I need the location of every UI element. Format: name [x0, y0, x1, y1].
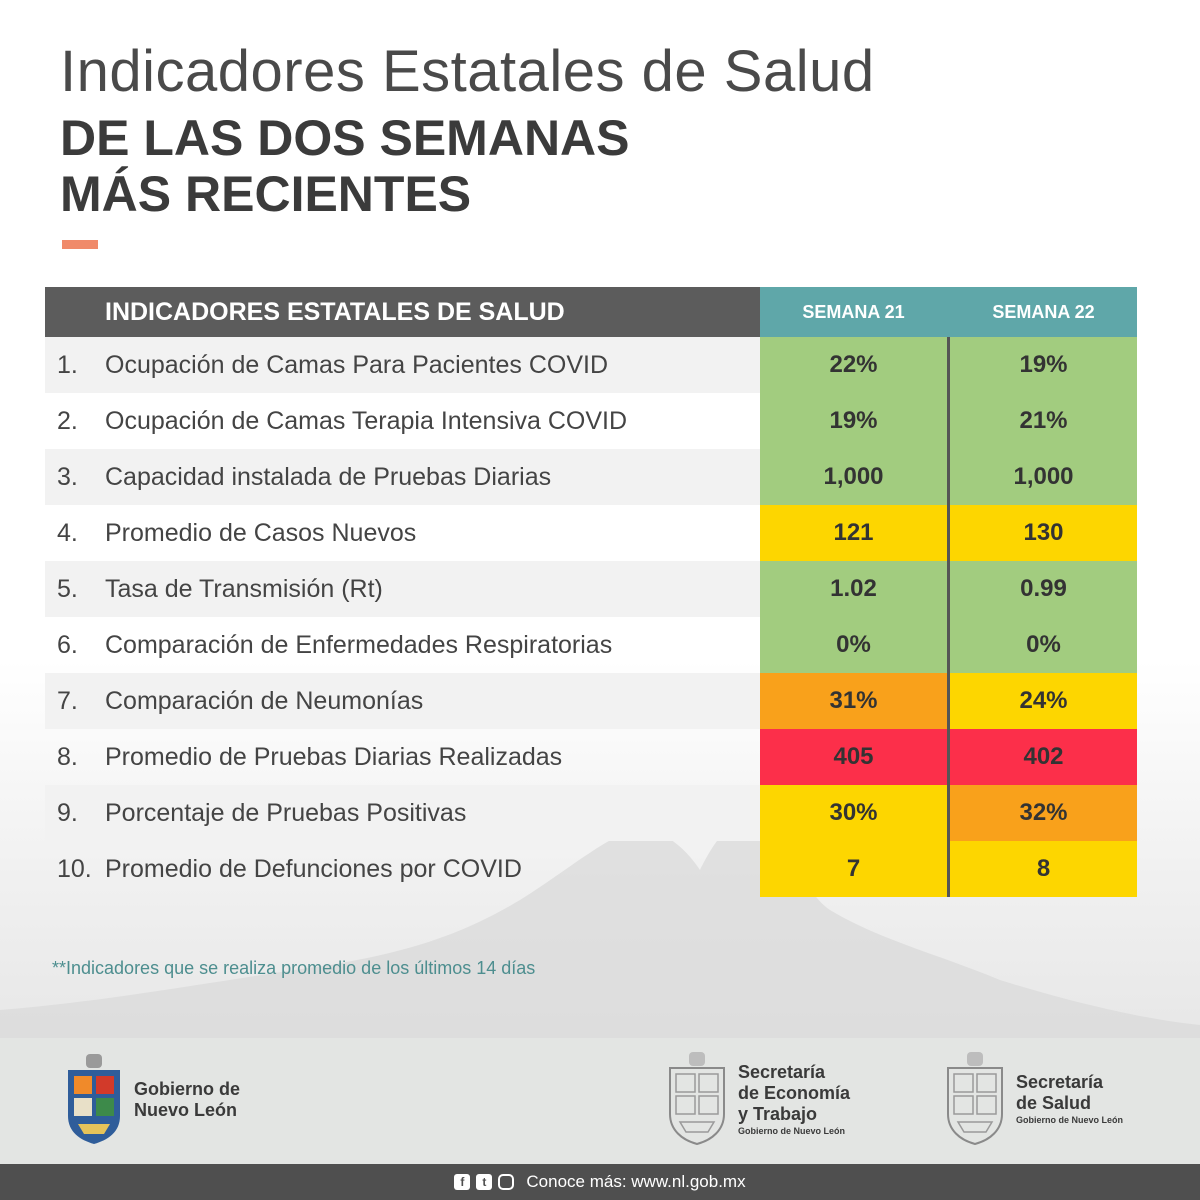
week-21-value: 30% — [760, 785, 947, 841]
table-body: 1. Ocupación de Camas Para Pacientes COVI… — [45, 337, 1137, 897]
subtitle-line-1: DE LAS DOS SEMANAS — [60, 110, 630, 166]
table-header: INDICADORES ESTATALES DE SALUD SEMANA 21… — [45, 287, 1137, 337]
table-row: 6. Comparación de Enfermedades Respirator… — [45, 617, 1137, 673]
row-number: 2. — [57, 406, 78, 435]
table-row: 4. Promedio de Casos Nuevos 121 130 — [45, 505, 1137, 561]
row-number: 10. — [57, 854, 92, 883]
coat-of-arms-icon — [68, 1054, 120, 1144]
page-title: Indicadores Estatales de Salud — [60, 39, 875, 104]
instagram-icon[interactable] — [498, 1174, 515, 1190]
week-21-value: 19% — [760, 393, 947, 449]
week-22-value: 8 — [950, 841, 1137, 897]
row-label: Promedio de Casos Nuevos — [105, 518, 417, 547]
row-number: 4. — [57, 518, 78, 547]
column-separator — [947, 449, 950, 505]
row-label: Tasa de Transmisión (Rt) — [105, 561, 760, 617]
row-number: 5. — [45, 561, 105, 617]
header-week-21: SEMANA 21 — [760, 287, 947, 337]
gob-line-1: Gobierno de — [134, 1079, 241, 1099]
eco-line-1: Secretaría — [738, 1061, 826, 1082]
week-21-value: 0% — [760, 617, 947, 673]
column-separator — [947, 841, 950, 897]
table-row: 3. Capacidad instalada de Pruebas Diarias… — [45, 449, 1137, 505]
column-separator — [947, 287, 950, 337]
table-row: 10. Promedio de Defunciones por COVID 7 8 — [45, 841, 1137, 897]
row-number: 1. — [45, 337, 105, 393]
logo-gobierno-nuevo-leon: Gobierno de Nuevo León — [64, 1054, 240, 1146]
salud-line-1: Secretaría — [1016, 1072, 1104, 1092]
logo-secretaria-economia: Secretaría de Economía y Trabajo Gobiern… — [666, 1052, 850, 1146]
row-number: 3. — [45, 449, 105, 505]
indicators-table: INDICADORES ESTATALES DE SALUD SEMANA 21… — [45, 287, 1137, 897]
week-22-value: 24% — [950, 673, 1137, 729]
table-row: 1. Ocupación de Camas Para Pacientes COVI… — [45, 337, 1137, 393]
row-label: Promedio de Pruebas Diarias Realizadas — [105, 742, 563, 771]
twitter-icon[interactable]: t — [476, 1174, 493, 1190]
row-label: Ocupación de Camas Terapia Intensiva COV… — [105, 406, 628, 435]
row-label: Comparación de Neumonías — [105, 673, 760, 729]
row-label: Promedio de Defunciones por COVID — [105, 854, 522, 883]
week-21-value: 31% — [760, 673, 947, 729]
logo-band: Gobierno de Nuevo León Secretaría de Eco… — [0, 1038, 1200, 1164]
column-separator — [947, 505, 950, 561]
crest-icon — [669, 1052, 725, 1146]
column-separator — [947, 337, 950, 393]
week-21-value: 7 — [760, 841, 947, 897]
week-21-value: 1.02 — [760, 561, 947, 617]
week-22-value: 0.99 — [950, 561, 1137, 617]
week-22-value: 32% — [950, 785, 1137, 841]
eco-small: Gobierno de Nuevo León — [738, 1125, 846, 1136]
salud-small: Gobierno de Nuevo León — [1016, 1115, 1124, 1125]
column-separator — [947, 729, 950, 785]
week-22-value: 0% — [950, 617, 1137, 673]
row-number: 8. — [57, 742, 78, 771]
week-22-value: 21% — [950, 393, 1137, 449]
logo-secretaria-salud: Secretaría de Salud Gobierno de Nuevo Le… — [944, 1052, 1123, 1146]
week-21-value: 1,000 — [760, 449, 947, 505]
mountain-silhouette — [0, 818, 1200, 1040]
table-row: 9. Porcentaje de Pruebas Positivas 30% 32% — [45, 785, 1137, 841]
column-separator — [947, 617, 950, 673]
header-indicators: INDICADORES ESTATALES DE SALUD — [45, 287, 760, 337]
row-label: Ocupación de Camas Para Pacientes COVID — [105, 337, 760, 393]
week-22-value: 402 — [950, 729, 1137, 785]
salud-line-2: de Salud — [1016, 1093, 1092, 1113]
gob-line-2: Nuevo León — [134, 1100, 238, 1120]
column-separator — [947, 785, 950, 841]
row-label: Comparación de Enfermedades Respiratoria… — [105, 630, 613, 659]
table-row: 2. Ocupación de Camas Terapia Intensiva C… — [45, 393, 1137, 449]
week-22-value: 130 — [950, 505, 1137, 561]
social-icons: f t — [454, 1174, 515, 1190]
accent-bar — [62, 240, 98, 249]
bottom-bar: f t Conoce más: www.nl.gob.mx — [0, 1164, 1200, 1200]
row-number: 7. — [45, 673, 105, 729]
week-21-value: 22% — [760, 337, 947, 393]
header-week-22: SEMANA 22 — [950, 287, 1137, 337]
page-subtitle: DE LAS DOS SEMANAS MÁS RECIENTES — [60, 110, 630, 222]
website-link[interactable]: Conoce más: www.nl.gob.mx — [526, 1172, 746, 1191]
subtitle-line-2: MÁS RECIENTES — [60, 166, 472, 222]
eco-line-3: y Trabajo — [738, 1103, 818, 1124]
column-separator — [947, 393, 950, 449]
row-number: 9. — [45, 785, 105, 841]
row-label: Capacidad instalada de Pruebas Diarias — [105, 449, 760, 505]
column-separator — [947, 561, 950, 617]
week-21-value: 405 — [760, 729, 947, 785]
eco-line-2: de Economía — [738, 1082, 851, 1103]
crest-icon — [947, 1052, 1003, 1146]
table-row: 8. Promedio de Pruebas Diarias Realizadas… — [45, 729, 1137, 785]
table-row: 5. Tasa de Transmisión (Rt) 1.02 0.99 — [45, 561, 1137, 617]
table-row: 7. Comparación de Neumonías 31% 24% — [45, 673, 1137, 729]
facebook-icon[interactable]: f — [454, 1174, 471, 1190]
week-22-value: 1,000 — [950, 449, 1137, 505]
week-22-value: 19% — [950, 337, 1137, 393]
row-label: Porcentaje de Pruebas Positivas — [105, 785, 760, 841]
column-separator — [947, 673, 950, 729]
row-number: 6. — [57, 630, 78, 659]
footnote: **Indicadores que se realiza promedio de… — [52, 958, 536, 978]
week-21-value: 121 — [760, 505, 947, 561]
